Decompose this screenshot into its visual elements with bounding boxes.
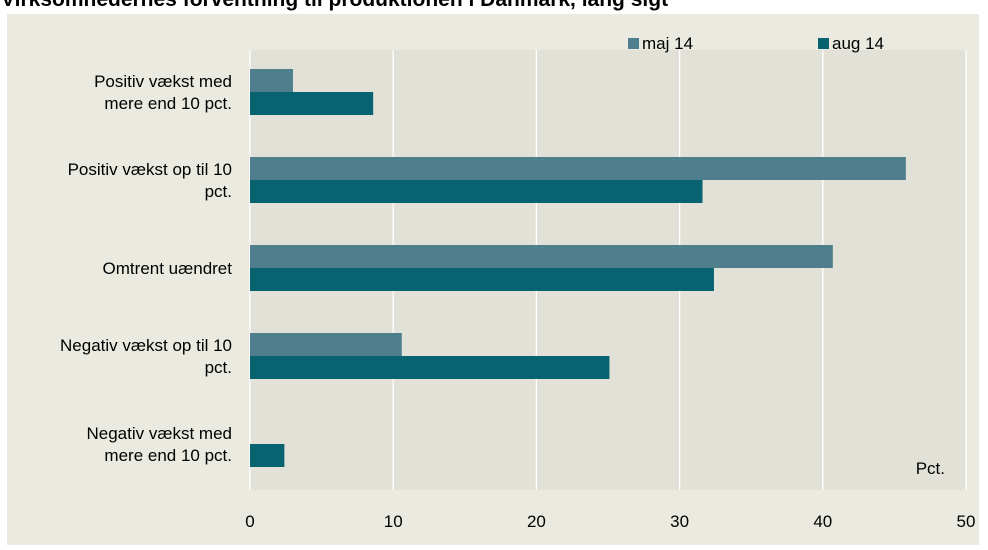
category-label: pct. xyxy=(205,182,232,201)
x-tick-labels: 0 10 20 30 40 50 xyxy=(245,512,975,531)
category-label: mere end 10 pct. xyxy=(104,446,232,465)
category-label: Negativ vækst med xyxy=(87,424,233,443)
category-label: Omtrent uændret xyxy=(103,259,233,278)
bar-maj-14 xyxy=(250,245,833,268)
bar-maj-14 xyxy=(250,333,402,356)
category-label: pct. xyxy=(205,358,232,377)
x-tick-label: 0 xyxy=(245,512,254,531)
bar-aug-14 xyxy=(250,180,703,203)
x-tick-label: 40 xyxy=(813,512,832,531)
x-tick-label: 20 xyxy=(527,512,546,531)
category-label: mere end 10 pct. xyxy=(104,94,232,113)
category-label: Positiv vækst med xyxy=(94,72,232,91)
bar-aug-14 xyxy=(250,356,610,379)
bar-maj-14 xyxy=(250,69,293,92)
legend-label: maj 14 xyxy=(642,34,693,53)
unit-label: Pct. xyxy=(916,459,945,478)
category-label: Positiv vækst op til 10 xyxy=(68,160,232,179)
legend-swatch xyxy=(818,38,829,49)
bar-aug-14 xyxy=(250,444,285,467)
bar-aug-14 xyxy=(250,268,714,291)
x-tick-label: 10 xyxy=(384,512,403,531)
category-label: Negativ vækst op til 10 xyxy=(60,336,232,355)
legend: maj 14 aug 14 xyxy=(628,34,884,53)
legend-swatch xyxy=(628,38,639,49)
category-labels: Positiv vækst med mere end 10 pct. Positiv… xyxy=(60,72,232,465)
bars xyxy=(250,69,906,467)
x-tick-label: 50 xyxy=(957,512,976,531)
bar-maj-14 xyxy=(250,157,906,180)
chart-title: Virksomhedernes forventning til produkti… xyxy=(0,0,988,12)
x-tick-label: 30 xyxy=(670,512,689,531)
legend-label: aug 14 xyxy=(832,34,884,53)
bar-aug-14 xyxy=(250,92,374,115)
